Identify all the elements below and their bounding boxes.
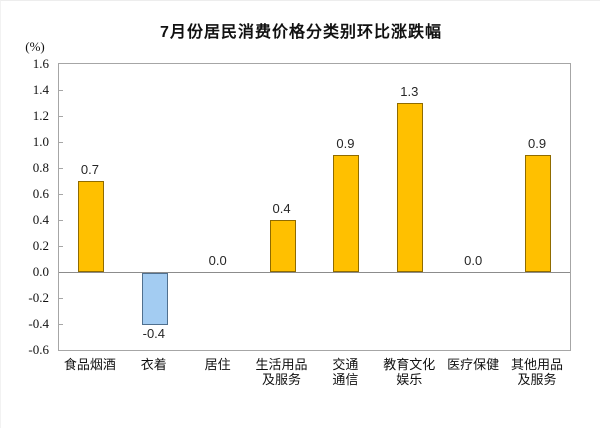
bar-value-label: 0.0 bbox=[464, 253, 483, 268]
category-label-衣着: 衣着 bbox=[140, 357, 167, 372]
y-tick-mark bbox=[59, 142, 63, 143]
bar-value-label: -0.4 bbox=[142, 326, 166, 341]
y-tick-mark bbox=[59, 168, 63, 169]
y-tick-mark bbox=[59, 298, 63, 299]
y-tick-label: 0.8 bbox=[32, 160, 49, 175]
category-label-教育文化娱乐: 教育文化 娱乐 bbox=[383, 357, 436, 387]
chart-title: 7月份居民消费价格分类别环比涨跌幅 bbox=[160, 24, 442, 41]
bar-食品烟酒 bbox=[77, 181, 104, 272]
y-tick-label: 1.6 bbox=[32, 56, 49, 71]
bar-其他用品及服务 bbox=[525, 155, 552, 272]
zero-axis-line bbox=[59, 272, 570, 273]
bar-value-label: 0.9 bbox=[336, 136, 355, 151]
y-tick-label: 0.0 bbox=[32, 264, 49, 279]
y-tick-mark bbox=[59, 90, 63, 91]
y-tick-label: -0.6 bbox=[28, 342, 49, 357]
bar-交通通信 bbox=[333, 155, 360, 272]
bar-value-label: 0.7 bbox=[80, 162, 99, 177]
category-label-居住: 居住 bbox=[204, 357, 231, 372]
bar-教育文化娱乐 bbox=[397, 103, 424, 272]
category-label-医疗保健: 医疗保健 bbox=[447, 357, 500, 372]
y-tick-label: 1.0 bbox=[32, 134, 49, 149]
y-tick-label: 1.4 bbox=[32, 82, 49, 97]
y-tick-label: 0.2 bbox=[32, 238, 49, 253]
y-tick-label: -0.2 bbox=[28, 290, 49, 305]
category-label-食品烟酒: 食品烟酒 bbox=[63, 357, 116, 372]
y-tick-mark bbox=[59, 324, 63, 325]
y-tick-mark bbox=[59, 194, 63, 195]
y-tick-label: -0.4 bbox=[28, 316, 49, 331]
y-tick-label: 1.2 bbox=[32, 108, 49, 123]
y-tick-mark bbox=[59, 246, 63, 247]
bar-value-label: 0.4 bbox=[272, 201, 291, 216]
y-tick-label: 0.4 bbox=[32, 212, 49, 227]
bar-value-label: 1.3 bbox=[400, 84, 419, 99]
bar-生活用品及服务 bbox=[269, 220, 296, 272]
bar-value-label: 0.9 bbox=[528, 136, 547, 151]
bar-衣着 bbox=[141, 273, 168, 325]
y-axis-unit-label: (%) bbox=[25, 39, 45, 54]
category-label-生活用品及服务: 生活用品 及服务 bbox=[255, 357, 308, 387]
category-label-交通通信: 交通 通信 bbox=[332, 357, 359, 387]
y-tick-label: 0.6 bbox=[32, 186, 49, 201]
y-tick-mark bbox=[59, 116, 63, 117]
y-tick-mark bbox=[59, 220, 63, 221]
category-label-其他用品及服务: 其他用品 及服务 bbox=[511, 357, 564, 387]
bar-value-label: 0.0 bbox=[208, 253, 227, 268]
plot-area bbox=[58, 63, 571, 351]
